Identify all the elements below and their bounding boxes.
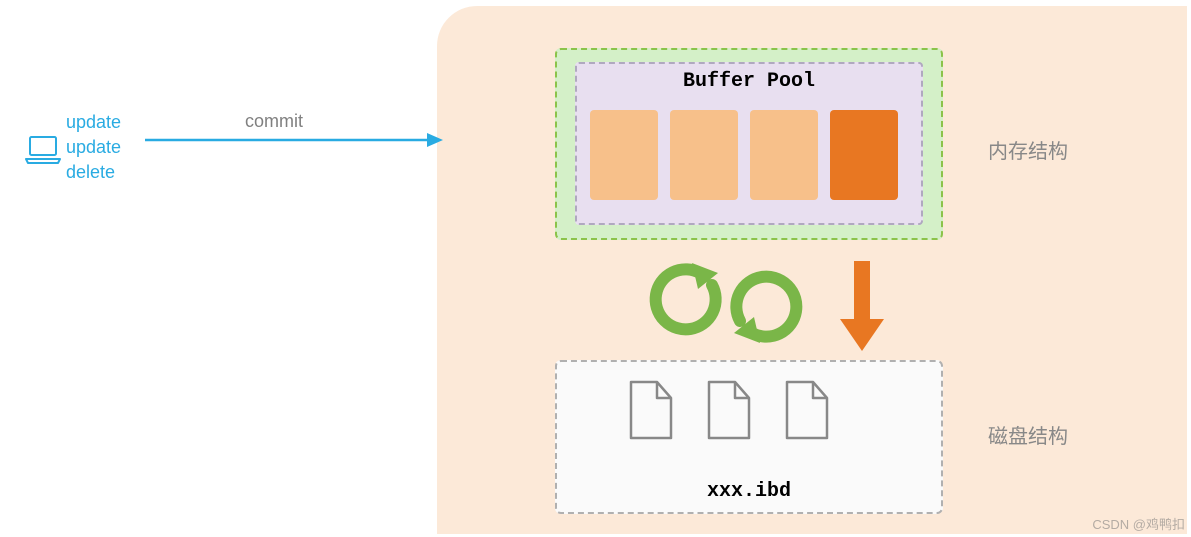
buffer-block: [750, 110, 818, 200]
operations-list: update update delete: [66, 110, 121, 186]
buffer-block-dirty: [830, 110, 898, 200]
disk-label: 磁盘结构: [988, 420, 1068, 449]
buffer-block: [590, 110, 658, 200]
op-line: delete: [66, 160, 121, 185]
sync-arrows-icon: [640, 255, 820, 355]
flush-arrow-icon: [832, 259, 892, 359]
file-icons: [625, 378, 833, 444]
memory-label: 内存结构: [988, 135, 1068, 164]
watermark: CSDN @鸡鸭扣: [1092, 514, 1185, 533]
file-icon: [703, 378, 755, 444]
commit-arrow: [145, 130, 445, 155]
buffer-blocks: [590, 110, 898, 200]
buffer-block: [670, 110, 738, 200]
file-icon: [781, 378, 833, 444]
file-icon: [625, 378, 677, 444]
op-line: update: [66, 110, 121, 135]
laptop-icon: [25, 135, 61, 170]
op-line: update: [66, 135, 121, 160]
ibd-filename: xxx.ibd: [557, 480, 941, 503]
commit-label: commit: [245, 111, 303, 132]
buffer-pool-title: Buffer Pool: [577, 64, 921, 93]
